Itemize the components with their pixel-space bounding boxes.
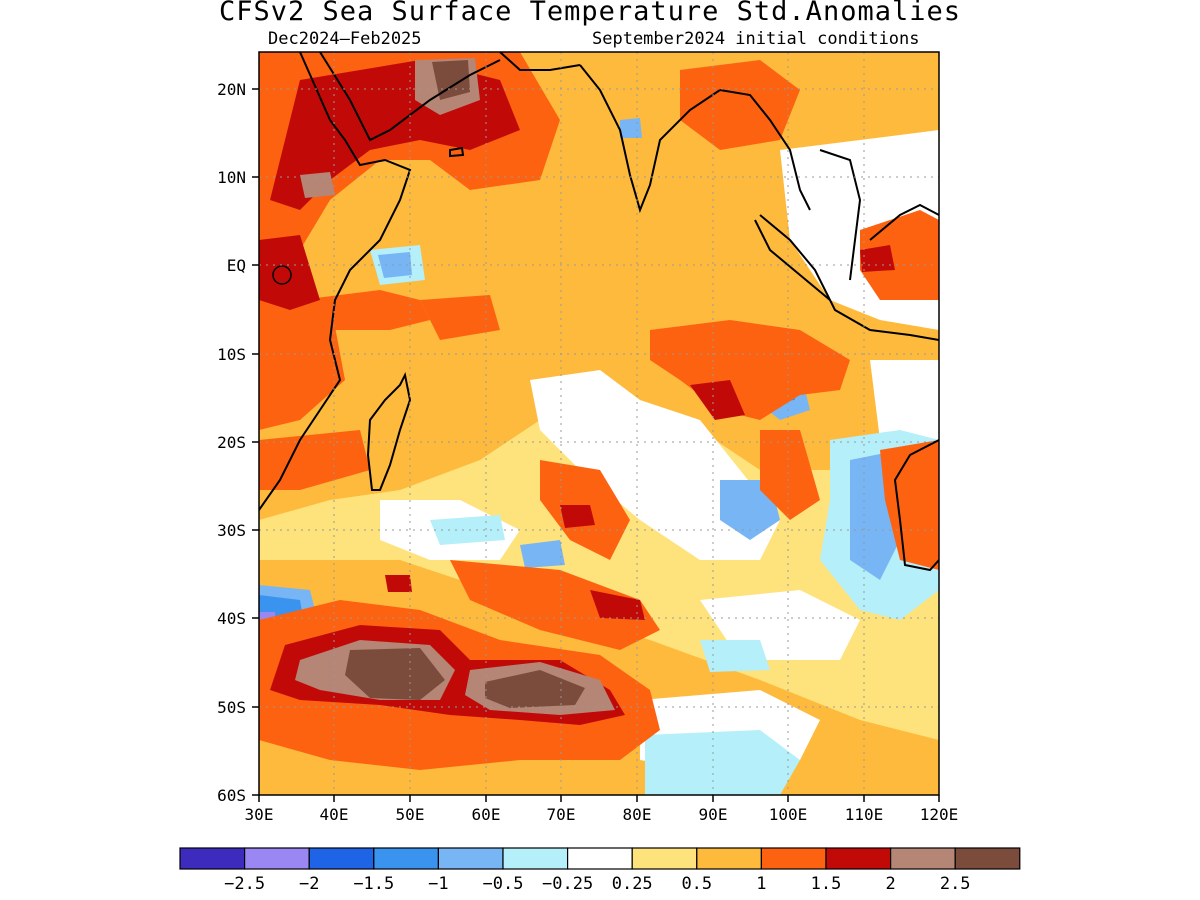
colorbar-label: −1: [428, 874, 448, 894]
colorbar-label: 2.5: [940, 874, 971, 894]
colorbar-label: 2: [885, 874, 895, 894]
colorbar-label: −2.5: [224, 874, 265, 894]
lat-label: 40S: [217, 609, 246, 628]
colorbar-label: −0.5: [483, 874, 524, 894]
colorbar: −2.5 −2 −1.5 −1 −0.5 −0.25 0.25 0.5 1 1.5 2 2.5: [179, 847, 1021, 894]
lon-label: 70E: [547, 805, 576, 824]
colorbar-swatch: [825, 847, 892, 870]
initial-conditions: September2024 initial conditions: [592, 29, 920, 49]
graticule: [259, 52, 939, 795]
forecast-period: Dec2024–Feb2025: [268, 29, 422, 49]
lon-label: 110E: [845, 805, 884, 824]
longitude-labels: 30E 40E 50E 60E 70E 80E 90E 100E 110E 12…: [245, 805, 959, 824]
lon-label: 80E: [623, 805, 652, 824]
axis-ticks: [252, 88, 940, 802]
lon-label: 40E: [320, 805, 349, 824]
colorbar-label: −2: [299, 874, 319, 894]
map-frame: [258, 51, 940, 796]
colorbar-swatch: [308, 847, 375, 870]
lake-outline: [272, 265, 292, 285]
colorbar-swatch: [566, 847, 633, 870]
colorbar-swatch: [760, 847, 827, 870]
lat-label: 60S: [217, 786, 246, 805]
colorbar-swatch: [954, 847, 1021, 870]
lon-label: 50E: [396, 805, 425, 824]
colorbar-label: 0.5: [681, 874, 712, 894]
lat-label: 10S: [217, 345, 246, 364]
lat-label: 50S: [217, 698, 246, 717]
colorbar-swatch: [244, 847, 310, 870]
lon-label: 30E: [245, 805, 274, 824]
lon-label: 120E: [920, 805, 959, 824]
colorbar-swatch: [889, 847, 956, 870]
lat-label: 30S: [217, 521, 246, 540]
lat-label: 20N: [217, 80, 246, 99]
colorbar-swatch: [437, 847, 504, 870]
anomaly-field: [259, 52, 939, 795]
colorbar-label: −0.25: [542, 874, 593, 894]
lon-label: 60E: [472, 805, 501, 824]
latitude-labels: 20N 10N EQ 10S 20S 30S 40S 50S 60S: [217, 80, 246, 805]
colorbar-label: 0.25: [612, 874, 653, 894]
lon-label: 100E: [769, 805, 808, 824]
colorbar-swatch: [696, 847, 762, 870]
coastlines: [259, 52, 939, 572]
lat-label: 10N: [217, 168, 246, 187]
colorbar-label: −1.5: [353, 874, 394, 894]
colorbar-label: 1.5: [811, 874, 842, 894]
colorbar-label: 1: [756, 874, 766, 894]
lon-label: 90E: [699, 805, 728, 824]
lat-label: EQ: [227, 256, 246, 275]
lat-label: 20S: [217, 433, 246, 452]
colorbar-swatch: [179, 847, 246, 870]
map-title: CFSv2 Sea Surface Temperature Std.Anomal…: [219, 0, 961, 27]
colorbar-swatch: [502, 847, 569, 870]
colorbar-swatch: [631, 847, 698, 870]
colorbar-swatch: [373, 847, 439, 870]
